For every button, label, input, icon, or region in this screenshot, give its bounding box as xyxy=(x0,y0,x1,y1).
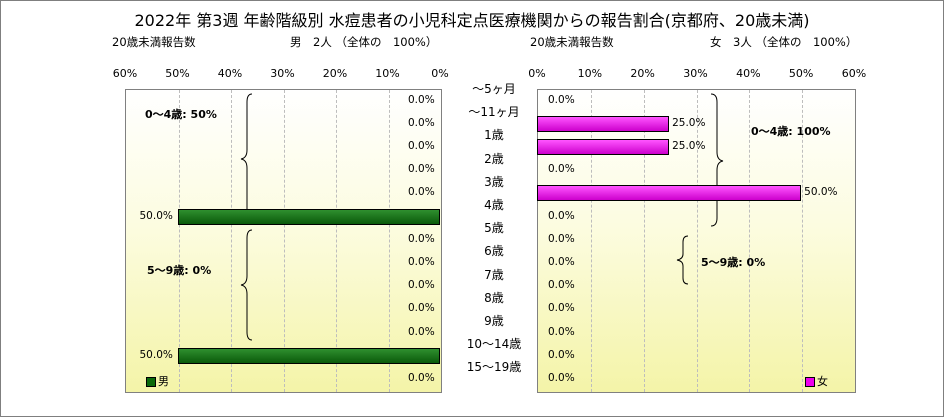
female-value-label: 0.0% xyxy=(548,93,575,106)
female-value-label: 0.0% xyxy=(548,209,575,222)
right-tick-label: 20% xyxy=(630,67,655,80)
female-bar xyxy=(537,115,670,132)
age-label: 4歳 xyxy=(484,198,504,212)
female-value-label: 0.0% xyxy=(548,256,575,268)
male-bar xyxy=(177,208,440,225)
right-tick-label: 10% xyxy=(577,67,603,80)
right-tick-label: 50% xyxy=(788,67,814,80)
left-tick-label: 0% xyxy=(431,67,449,80)
male-value-label: 0.0% xyxy=(408,279,435,292)
male-gridline xyxy=(388,90,390,392)
right-summary: 女 3人 （全体の 100%） xyxy=(710,35,858,49)
male-value-label: 0.0% xyxy=(408,256,435,268)
male-value-label: 0.0% xyxy=(408,140,435,152)
right-tick-label: 40% xyxy=(736,67,761,80)
male-value-label: 0.0% xyxy=(408,372,435,384)
female-gridline xyxy=(802,90,804,392)
male-bar xyxy=(177,347,440,364)
female-value-label: 25.0% xyxy=(672,116,706,129)
left-tick-label: 20% xyxy=(322,67,348,80)
female-legend-swatch xyxy=(805,377,815,387)
male-gridline xyxy=(178,90,180,392)
female-group-5-9-label: 5～9歳: 0% xyxy=(701,256,766,269)
male-value-label: 0.0% xyxy=(408,163,435,176)
female-gridline xyxy=(643,90,645,392)
female-gridline xyxy=(590,90,592,392)
male-gridline xyxy=(283,90,285,392)
female-value-label: 25.0% xyxy=(672,140,706,152)
left-tick-label: 10% xyxy=(375,67,400,80)
female-value-label: 0.0% xyxy=(548,348,575,361)
male-value-label: 0.0% xyxy=(408,232,435,245)
age-label: ～11ヶ月 xyxy=(468,105,520,120)
female-bar xyxy=(537,185,802,202)
right-tick-label: 30% xyxy=(683,67,708,80)
male-value-label: 0.0% xyxy=(408,325,435,338)
age-label: ～5ヶ月 xyxy=(472,82,516,96)
male-value-label: 50.0% xyxy=(139,348,173,361)
female-value-label: 0.0% xyxy=(548,232,575,245)
female-legend: 女 xyxy=(805,373,828,389)
male-value-label: 0.0% xyxy=(408,93,435,106)
right-count-label: 20歳未満報告数 xyxy=(530,35,614,49)
male-group-0-4-brace xyxy=(240,93,253,225)
age-label: 6歳 xyxy=(484,244,504,259)
female-bar xyxy=(537,139,670,155)
left-count-label: 20歳未満報告数 xyxy=(112,35,196,49)
female-value-label: 50.0% xyxy=(804,186,838,199)
left-tick-label: 30% xyxy=(270,67,295,80)
age-label: 5歳 xyxy=(484,221,504,236)
female-value-label: 0.0% xyxy=(548,279,575,292)
female-legend-label: 女 xyxy=(817,375,828,388)
female-value-label: 0.0% xyxy=(548,325,575,338)
male-gridline xyxy=(231,90,232,392)
male-value-label: 50.0% xyxy=(139,209,173,222)
female-gridline xyxy=(749,90,751,392)
male-value-label: 0.0% xyxy=(408,116,435,129)
right-tick-label: 0% xyxy=(528,67,546,80)
left-tick-label: 40% xyxy=(217,67,243,80)
female-value-label: 0.0% xyxy=(548,163,575,176)
male-legend-label: 男 xyxy=(158,375,169,388)
female-group-5-9-brace xyxy=(676,235,689,285)
chart-title: 2022年 第3週 年齢階級別 水痘患者の小児科定点医療機関からの報告割合(京都… xyxy=(134,11,810,30)
age-label: 3歳 xyxy=(484,174,504,189)
left-tick-label: 60% xyxy=(112,67,138,80)
male-group-5-9-label: 5～9歳: 0% xyxy=(147,264,212,277)
female-group-0-4-label: 0～4歳: 100% xyxy=(751,125,831,138)
male-group-0-4-label: 0～4歳: 50% xyxy=(145,108,217,121)
age-label: 7歳 xyxy=(484,267,504,282)
age-label: 9歳 xyxy=(484,314,504,328)
female-group-0-4-brace xyxy=(710,93,724,227)
age-label: 10～14歳 xyxy=(466,337,522,352)
right-tick-label: 60% xyxy=(841,67,867,80)
left-tick-label: 50% xyxy=(165,67,190,80)
male-legend: 男 xyxy=(146,373,169,389)
female-value-label: 0.0% xyxy=(548,302,575,315)
age-label: 8歳 xyxy=(484,290,504,305)
male-value-label: 0.0% xyxy=(408,186,435,199)
left-summary: 男 2人 （全体の 100%） xyxy=(290,35,438,49)
male-gridline xyxy=(336,90,337,392)
age-label: 1歳 xyxy=(484,128,504,143)
female-value-label: 0.0% xyxy=(548,372,575,384)
age-label: 15～19歳 xyxy=(466,360,522,375)
male-legend-swatch xyxy=(146,377,156,387)
age-label: 2歳 xyxy=(484,151,504,166)
male-value-label: 0.0% xyxy=(408,302,435,315)
male-group-5-9-brace xyxy=(240,229,253,341)
female-gridline xyxy=(696,90,698,392)
male-plot-area xyxy=(125,89,442,393)
